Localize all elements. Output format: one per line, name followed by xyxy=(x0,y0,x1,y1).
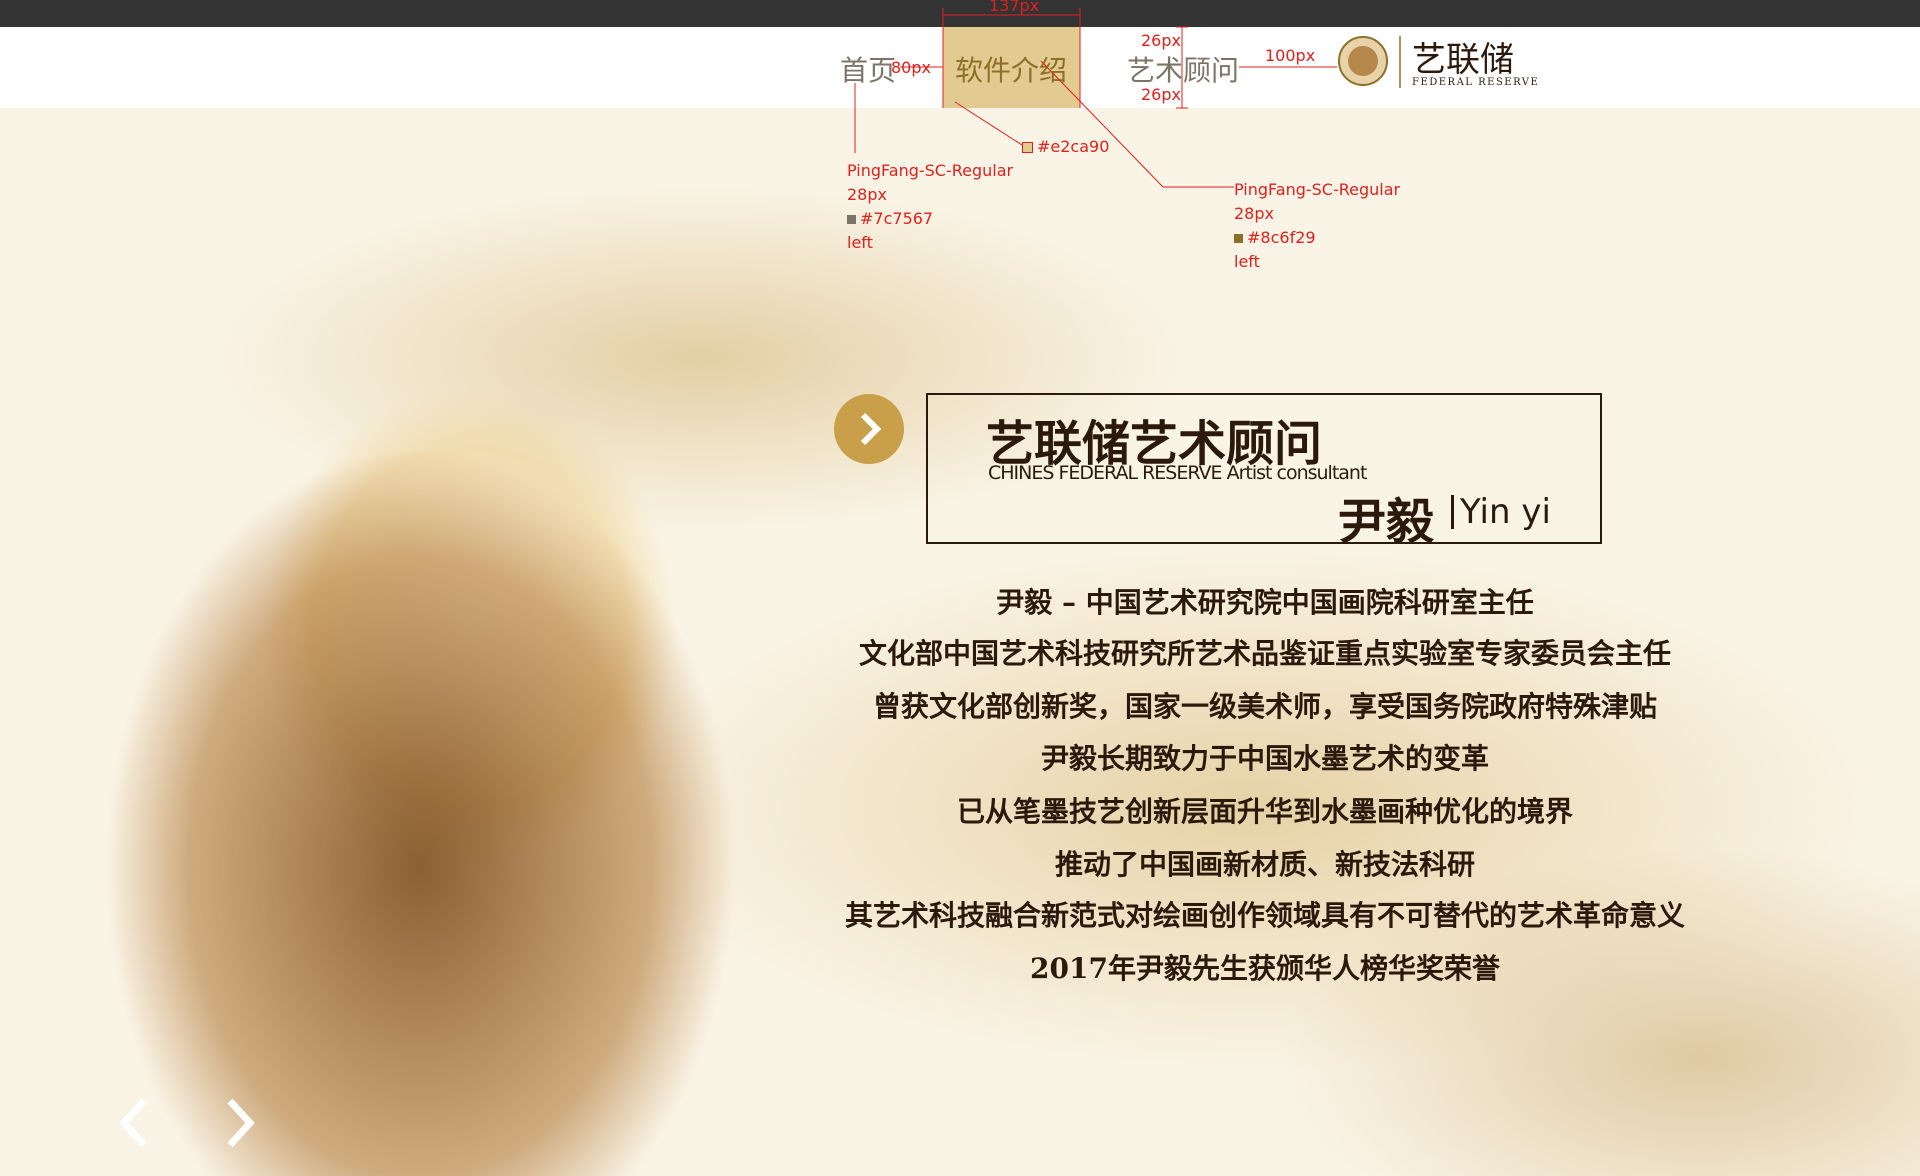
note-line: left xyxy=(1234,252,1260,271)
dimension-label: 100px xyxy=(1265,46,1316,65)
annotation-lines xyxy=(854,8,1337,188)
nav-item[interactable]: 艺术顾问 xyxy=(1127,54,1240,87)
artist-name: 尹毅 xyxy=(1338,494,1435,550)
bio-line: 尹毅 – 中国艺术研究院中国画院科研室主任 xyxy=(996,586,1534,619)
carousel-arrows xyxy=(119,1098,255,1148)
bio-line: 文化部中国艺术科技研究所艺术品鉴证重点实验室专家委员会主任 xyxy=(858,637,1671,670)
dimension-label: 137px xyxy=(989,0,1040,15)
bio-line: 尹毅长期致力于中国水墨艺术的变革 xyxy=(1040,742,1489,775)
logo-emblem xyxy=(1338,36,1388,86)
hero-background xyxy=(0,108,1920,1176)
bio-line: 曾获文化部创新奖，国家一级美术师，享受国务院政府特殊津贴 xyxy=(872,690,1657,723)
bio-line: 2017年尹毅先生获颁华人榜华奖荣誉 xyxy=(1030,952,1500,985)
artist-name-en: Yin yi xyxy=(1451,495,1551,529)
swatch xyxy=(847,215,856,224)
note-line: left xyxy=(847,233,873,252)
nav-item[interactable]: 软件介绍 xyxy=(955,54,1068,87)
bio-line: 其艺术科技融合新范式对绘画创作领域具有不可替代的艺术革命意义 xyxy=(844,899,1685,932)
note-line: 28px xyxy=(1234,204,1274,223)
dimension-label: 80px xyxy=(891,58,931,77)
hero-title: 艺联储艺术顾问 xyxy=(986,416,1323,472)
color-note: #e2ca90 xyxy=(1037,137,1110,156)
bio-line: 已从笔墨技艺创新层面升华到水墨画种优化的境界 xyxy=(956,795,1573,828)
arrow-badge xyxy=(834,394,904,464)
dimension-label: 26px xyxy=(1141,85,1181,104)
logo-title[interactable]: 艺联储 xyxy=(1412,40,1514,80)
swatch xyxy=(1234,234,1243,243)
hero-subtitle: CHINES FEDERAL RESERVE Artist consultant xyxy=(988,462,1367,484)
next-arrow[interactable] xyxy=(227,1098,255,1148)
swatch xyxy=(1022,142,1033,153)
note-line: PingFang-SC-Regular xyxy=(1234,180,1401,199)
nav-item[interactable]: 首页 xyxy=(840,54,897,87)
note-line: 28px xyxy=(847,185,887,204)
logo-divider xyxy=(1399,36,1401,88)
prev-arrow[interactable] xyxy=(119,1098,147,1148)
title-box xyxy=(926,393,1602,544)
note-line: #7c7567 xyxy=(860,209,934,228)
dimension-label: 26px xyxy=(1141,31,1181,50)
note-line: PingFang-SC-Regular xyxy=(847,161,1014,180)
logo-subtitle: FEDERAL RESERVE xyxy=(1412,77,1540,88)
bio-line: 推动了中国画新材质、新技法科研 xyxy=(1054,848,1475,881)
nav-active-bg xyxy=(943,27,1080,108)
top-bar xyxy=(0,0,1920,27)
note-line: #8c6f29 xyxy=(1247,228,1316,247)
